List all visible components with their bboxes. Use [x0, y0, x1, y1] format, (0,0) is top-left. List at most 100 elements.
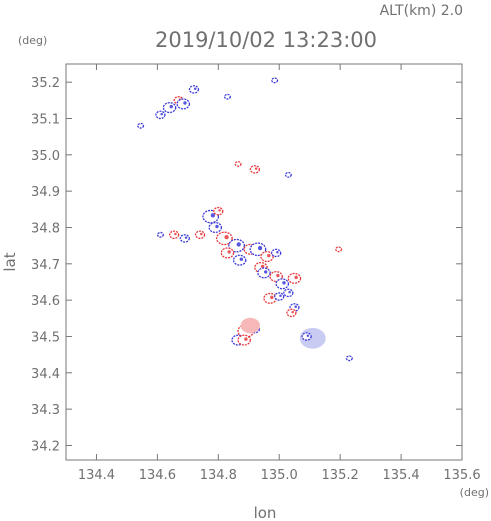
- echo-cluster: [275, 278, 290, 290]
- echo-cell: [271, 77, 279, 84]
- echo-cell: [237, 334, 251, 346]
- echo-marks: [137, 77, 353, 362]
- x-axis-label: lon: [254, 504, 277, 521]
- echo-cell: [249, 242, 267, 257]
- echo-core: [260, 264, 265, 269]
- echo-cell: [286, 308, 297, 318]
- echo-cell: [213, 206, 224, 216]
- echo-cluster: [257, 267, 271, 279]
- echo-cluster: [155, 110, 166, 120]
- y-tick-label: 35.0: [31, 149, 60, 164]
- echo-cell: [271, 248, 282, 258]
- y-axis-label: lat: [1, 252, 19, 271]
- echo-cluster: [208, 221, 223, 234]
- echo-core: [218, 209, 221, 212]
- echo-cluster: [274, 292, 285, 301]
- echo-cell: [240, 317, 260, 334]
- echo-cluster: [237, 334, 251, 346]
- echo-cell: [260, 251, 274, 263]
- x-tick-label: 134.6: [139, 468, 176, 483]
- echo-core: [183, 101, 187, 105]
- echo-cell: [215, 231, 233, 246]
- echo-cluster: [176, 98, 191, 110]
- echo-cell: [301, 332, 312, 341]
- y-tick-label: 34.4: [31, 367, 60, 382]
- y-tick-label: 35.2: [31, 76, 60, 91]
- echo-cluster: [249, 242, 267, 257]
- echo-cell: [249, 165, 261, 174]
- y-tick-label: 34.3: [31, 403, 60, 418]
- lon-unit-label: (deg): [460, 486, 489, 499]
- echo-cell: [345, 355, 353, 362]
- echo-core: [282, 281, 286, 285]
- echo-core: [257, 245, 263, 251]
- echo-core: [210, 213, 216, 218]
- echo-core: [254, 167, 258, 170]
- echo-cluster: [137, 122, 145, 129]
- echo-core: [160, 112, 163, 116]
- y-tick-label: 34.2: [31, 439, 60, 454]
- echo-cluster: [271, 77, 279, 84]
- echo-cluster: [162, 102, 177, 114]
- echo-core: [244, 337, 248, 341]
- echo-cluster: [213, 206, 224, 216]
- echo-cluster: [284, 171, 292, 178]
- echo-cell: [176, 98, 191, 110]
- echo-cluster: [345, 355, 353, 362]
- plot-frame: [65, 63, 463, 461]
- echo-cell: [168, 230, 180, 240]
- x-tick-label: 135.0: [261, 468, 298, 483]
- echo-cell: [162, 102, 177, 114]
- x-tick-label: 134.4: [78, 468, 115, 483]
- echo-core: [227, 250, 231, 254]
- axis-ticks: 134.4 134.6 134.8 135.0 135.2 135.4 135.6 35.2 3…: [31, 64, 481, 483]
- echo-core: [169, 104, 173, 109]
- echo-cluster: [228, 238, 245, 253]
- echo-core: [288, 290, 291, 294]
- echo-cluster: [188, 85, 200, 94]
- echo-cluster: [287, 272, 302, 284]
- echo-core: [294, 275, 298, 280]
- echo-core: [267, 253, 271, 258]
- echo-cluster: [301, 332, 312, 341]
- echo-core: [294, 305, 297, 308]
- echo-core: [279, 294, 282, 298]
- echo-cell: [155, 110, 166, 120]
- echo-cell: [283, 288, 294, 298]
- echo-core: [200, 232, 203, 236]
- echo-cell: [335, 246, 343, 253]
- echo-core: [276, 273, 280, 278]
- echo-cluster: [240, 317, 260, 334]
- echo-cell: [232, 254, 247, 266]
- echo-cluster: [263, 292, 277, 304]
- echo-core: [174, 232, 177, 236]
- x-tick-label: 135.4: [382, 468, 419, 483]
- echo-core: [184, 236, 188, 239]
- echo-cell: [263, 292, 277, 304]
- echo-cluster: [286, 308, 297, 318]
- y-tick-label: 34.7: [31, 258, 60, 273]
- echo-core: [306, 334, 310, 338]
- echo-cluster: [179, 234, 190, 243]
- echo-cell: [220, 247, 235, 259]
- echo-cluster: [194, 230, 206, 240]
- echo-core: [270, 295, 274, 300]
- echo-cluster: [234, 160, 242, 167]
- echo-cluster: [283, 288, 294, 298]
- echo-core: [236, 242, 241, 247]
- echo-core: [276, 250, 279, 254]
- echo-cluster: [232, 254, 247, 266]
- echo-core: [215, 224, 219, 229]
- chart-title: 2019/10/02 13:23:00: [155, 28, 377, 52]
- echo-cluster: [223, 93, 231, 100]
- echo-cell: [274, 292, 285, 301]
- echo-cluster: [271, 248, 282, 258]
- echo-core: [291, 310, 294, 314]
- echo-cluster: [260, 251, 274, 263]
- lat-unit-label: (deg): [18, 34, 47, 47]
- echo-cluster: [156, 231, 164, 238]
- echo-cell: [275, 278, 290, 290]
- echo-cell: [284, 171, 292, 178]
- echo-cell: [188, 85, 200, 94]
